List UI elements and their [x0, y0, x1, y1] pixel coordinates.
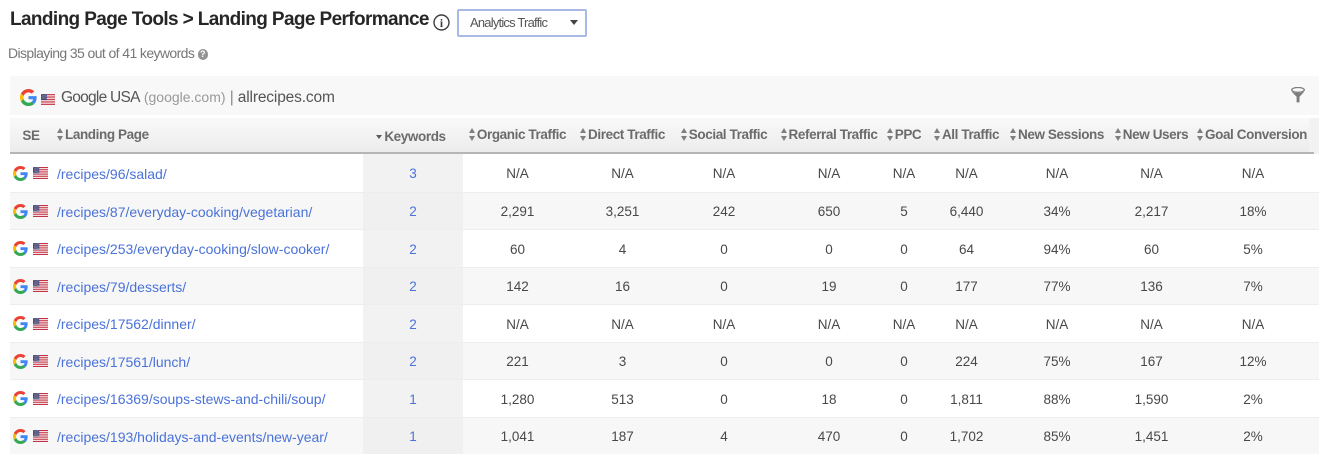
svg-text:i: i: [440, 17, 444, 29]
